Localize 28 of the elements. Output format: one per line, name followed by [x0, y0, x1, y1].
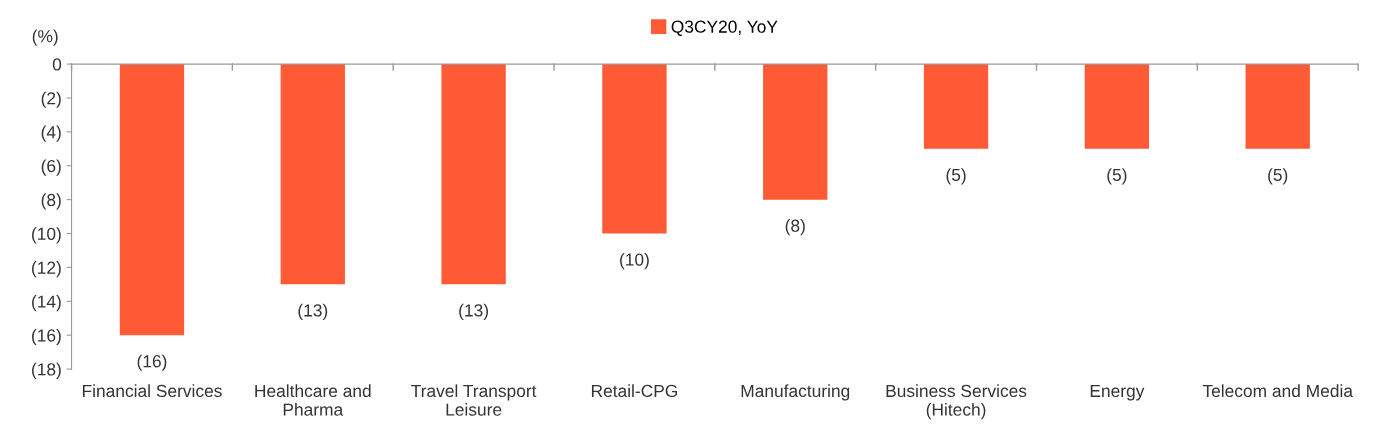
y-tick-label: (16) — [32, 328, 61, 346]
x-tick-label: Telecom and Media — [1202, 384, 1353, 398]
y-tick-label: (14) — [32, 295, 61, 312]
x-tick-label: Manufacturing — [741, 384, 850, 401]
x-tick-label: Healthcare and Pharma — [255, 384, 371, 416]
data-label: (5) — [1268, 168, 1288, 185]
data-label: (8) — [785, 219, 805, 236]
data-label: (13) — [298, 303, 328, 320]
legend-label: Q3CY20, YoY — [671, 20, 778, 36]
y-tick-label: (8) — [41, 193, 61, 210]
y-tick-label: (2) — [41, 91, 61, 108]
y-tick-label: (12) — [32, 261, 61, 278]
y-tick-label: (4) — [41, 125, 61, 142]
x-tick-label: Business Services (Hitech) — [886, 384, 1027, 420]
x-tick-label: Financial Services — [82, 384, 222, 398]
data-label: (13) — [459, 303, 488, 320]
data-label: (5) — [1107, 168, 1127, 185]
y-tick-label: (6) — [41, 159, 61, 176]
y-tick-label: 0 — [52, 58, 62, 71]
data-label: (5) — [946, 168, 966, 185]
y-axis-title: (%) — [32, 29, 58, 46]
y-tick-label: (18) — [32, 362, 61, 379]
x-tick-label: Retail-CPG — [591, 384, 678, 398]
y-tick-label: (10) — [32, 227, 61, 244]
data-label: (10) — [620, 252, 649, 270]
data-label: (16) — [137, 354, 167, 371]
x-tick-label: Travel Transport Leisure — [411, 384, 537, 416]
x-tick-label: Energy — [1090, 384, 1145, 401]
